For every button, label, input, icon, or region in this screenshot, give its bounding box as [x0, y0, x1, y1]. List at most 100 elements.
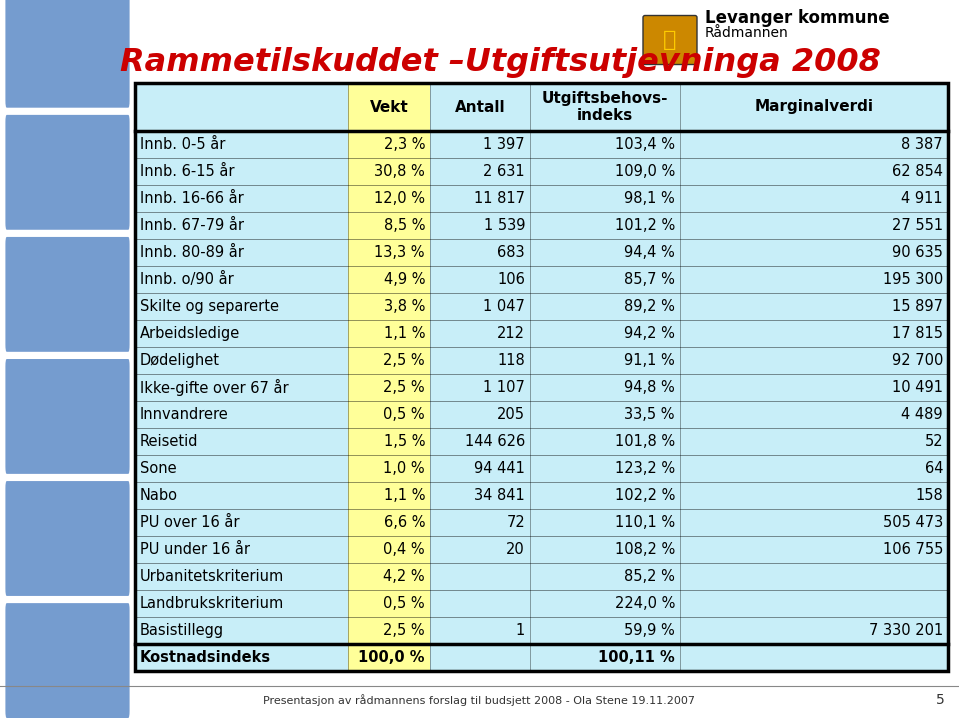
Bar — [430, 590, 530, 617]
FancyBboxPatch shape — [6, 115, 129, 230]
Text: Utgiftsbehovs-
indeks: Utgiftsbehovs- indeks — [542, 90, 668, 123]
Text: 1: 1 — [516, 623, 525, 638]
Text: 15 897: 15 897 — [892, 299, 943, 314]
Bar — [680, 401, 948, 428]
Bar — [530, 320, 680, 347]
Text: 1 047: 1 047 — [483, 299, 525, 314]
Bar — [530, 347, 680, 374]
Bar — [530, 455, 680, 482]
Text: Kostnadsindeks: Kostnadsindeks — [140, 650, 271, 665]
Bar — [135, 563, 348, 590]
Text: Antall: Antall — [455, 100, 505, 114]
Text: 0,5 %: 0,5 % — [384, 596, 425, 611]
Bar — [680, 266, 948, 293]
FancyBboxPatch shape — [643, 16, 697, 65]
Bar — [430, 293, 530, 320]
Bar — [348, 320, 430, 347]
Text: 123,2 %: 123,2 % — [615, 461, 675, 476]
Text: 110,1 %: 110,1 % — [615, 515, 675, 530]
Text: Nabo: Nabo — [140, 488, 178, 503]
Text: 89,2 %: 89,2 % — [624, 299, 675, 314]
Bar — [430, 644, 530, 671]
Bar — [680, 428, 948, 455]
Text: 98,1 %: 98,1 % — [624, 191, 675, 206]
Text: 8 387: 8 387 — [901, 137, 943, 152]
Text: 34 841: 34 841 — [475, 488, 525, 503]
Bar — [680, 83, 948, 131]
Text: 1 107: 1 107 — [483, 380, 525, 395]
Bar — [430, 509, 530, 536]
Bar — [135, 536, 348, 563]
Bar — [348, 212, 430, 239]
Text: 94 441: 94 441 — [474, 461, 525, 476]
Text: Skilte og separerte: Skilte og separerte — [140, 299, 279, 314]
Bar — [135, 617, 348, 644]
Bar — [348, 617, 430, 644]
Bar — [135, 266, 348, 293]
Bar — [530, 266, 680, 293]
Bar — [135, 320, 348, 347]
Bar — [348, 509, 430, 536]
Text: 92 700: 92 700 — [892, 353, 943, 368]
Bar — [430, 482, 530, 509]
Text: 4,2 %: 4,2 % — [384, 569, 425, 584]
Text: Basistillegg: Basistillegg — [140, 623, 224, 638]
Bar — [348, 293, 430, 320]
Text: 85,7 %: 85,7 % — [624, 272, 675, 287]
Bar — [530, 239, 680, 266]
Text: 4 489: 4 489 — [901, 407, 943, 422]
Text: Dødelighet: Dødelighet — [140, 353, 220, 368]
Text: 144 626: 144 626 — [465, 434, 525, 449]
Bar — [135, 347, 348, 374]
Bar — [135, 239, 348, 266]
Text: Innb. 6-15 år: Innb. 6-15 år — [140, 164, 235, 179]
Text: 72: 72 — [506, 515, 525, 530]
Bar — [430, 455, 530, 482]
Text: Innb. 16-66 år: Innb. 16-66 år — [140, 191, 244, 206]
Bar — [348, 455, 430, 482]
Text: 0,4 %: 0,4 % — [384, 542, 425, 557]
Bar — [430, 617, 530, 644]
Text: 27 551: 27 551 — [892, 218, 943, 233]
Bar — [135, 293, 348, 320]
Text: 100,0 %: 100,0 % — [359, 650, 425, 665]
Text: 0,5 %: 0,5 % — [384, 407, 425, 422]
Text: 2,5 %: 2,5 % — [384, 380, 425, 395]
Text: 108,2 %: 108,2 % — [615, 542, 675, 557]
Bar — [430, 83, 530, 131]
Text: 1,1 %: 1,1 % — [384, 488, 425, 503]
Bar — [430, 320, 530, 347]
Bar — [348, 185, 430, 212]
Bar — [680, 509, 948, 536]
Bar — [348, 83, 430, 131]
Bar — [530, 590, 680, 617]
Bar — [680, 455, 948, 482]
Bar — [680, 644, 948, 671]
Text: 13,3 %: 13,3 % — [375, 245, 425, 260]
Text: 12,0 %: 12,0 % — [374, 191, 425, 206]
Text: 30,8 %: 30,8 % — [374, 164, 425, 179]
Bar — [348, 266, 430, 293]
Bar — [135, 131, 348, 158]
Bar — [135, 83, 948, 671]
Bar — [430, 266, 530, 293]
Text: PU over 16 år: PU over 16 år — [140, 515, 240, 530]
Bar — [530, 401, 680, 428]
Text: 3,8 %: 3,8 % — [384, 299, 425, 314]
Text: 195 300: 195 300 — [882, 272, 943, 287]
Text: 1,1 %: 1,1 % — [384, 326, 425, 341]
Text: 2,3 %: 2,3 % — [384, 137, 425, 152]
Text: 4 911: 4 911 — [901, 191, 943, 206]
FancyBboxPatch shape — [6, 481, 129, 596]
Text: Rammetilskuddet –Utgiftsutjevninga 2008: Rammetilskuddet –Utgiftsutjevninga 2008 — [120, 47, 880, 78]
Text: Innb. 0-5 år: Innb. 0-5 år — [140, 137, 225, 152]
Text: 10 491: 10 491 — [892, 380, 943, 395]
Text: 59,9 %: 59,9 % — [624, 623, 675, 638]
Text: Arbeidsledige: Arbeidsledige — [140, 326, 241, 341]
Bar — [348, 536, 430, 563]
Bar — [135, 644, 348, 671]
Bar — [135, 401, 348, 428]
Bar — [530, 617, 680, 644]
Bar — [348, 347, 430, 374]
Bar — [680, 536, 948, 563]
